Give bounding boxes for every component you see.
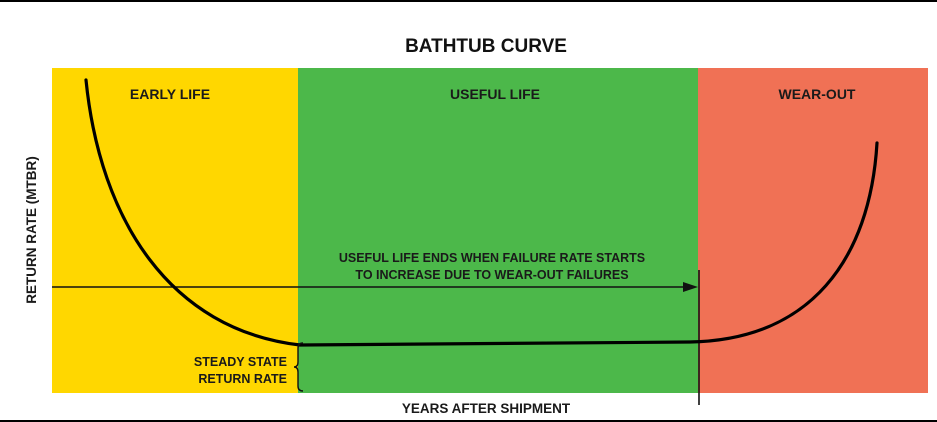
- steady-state-brace: [293, 342, 304, 392]
- bathtub-curve-line: [84, 78, 879, 347]
- diagram-title: BATHTUB CURVE: [405, 36, 567, 57]
- steady-state-label-line-1: STEADY STATE: [194, 355, 287, 369]
- region-useful-life: [298, 68, 698, 393]
- useful-life-arrow-head: [683, 282, 698, 292]
- region-early-life: [52, 68, 298, 393]
- x-axis-label: YEARS AFTER SHIPMENT: [402, 401, 571, 416]
- steady-state-label-line-2: RETURN RATE: [198, 372, 287, 386]
- annotation-line-2: TO INCREASE DUE TO WEAR-OUT FAILURES: [355, 268, 628, 282]
- y-axis-label: RETURN RATE (MTBR): [24, 156, 39, 303]
- region-wear-out: [698, 68, 928, 393]
- region-label-early-life: EARLY LIFE: [130, 86, 210, 102]
- region-label-useful-life: USEFUL LIFE: [450, 86, 540, 102]
- region-label-wear-out: WEAR-OUT: [779, 86, 856, 102]
- annotation-line-1: USEFUL LIFE ENDS WHEN FAILURE RATE START…: [339, 251, 645, 265]
